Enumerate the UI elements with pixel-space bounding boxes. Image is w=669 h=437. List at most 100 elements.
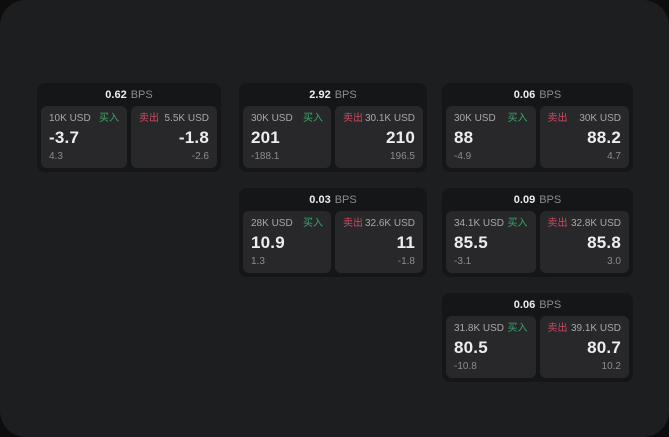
quote-card: 0.62 BPS 10K USD 买入 -3.7 4.3 卖出 5.5K USD… [37, 83, 221, 172]
sell-quote-panel[interactable]: 卖出 32.8K USD 85.8 3.0 [539, 211, 629, 273]
buy-delta: -4.9 [454, 151, 472, 162]
bps-header: 0.03 BPS [239, 188, 427, 211]
bps-unit-label: BPS [334, 88, 357, 101]
buy-price: 80.5 [454, 338, 488, 357]
sell-quote-top-row: 卖出 32.6K USD [343, 218, 415, 229]
buy-quote-top-row: 30K USD 买入 [454, 113, 528, 124]
buy-price: 10.9 [251, 233, 285, 252]
bps-unit-label: BPS [334, 193, 357, 206]
bps-value: 0.06 [513, 88, 536, 101]
sell-quote-panel[interactable]: 卖出 5.5K USD -1.8 -2.6 [131, 106, 217, 168]
sell-quote-panel[interactable]: 卖出 39.1K USD 80.7 10.2 [539, 316, 629, 378]
sell-side-label: 卖出 [139, 113, 159, 124]
sell-quote-top-row: 卖出 5.5K USD [139, 113, 209, 124]
quote-body: 34.1K USD 买入 85.5 -3.1 卖出 32.8K USD 85.8… [442, 211, 633, 273]
bps-unit-label: BPS [539, 298, 562, 311]
buy-side-label: 买入 [507, 113, 528, 124]
bps-value: 0.62 [105, 88, 127, 101]
sell-side-label: 卖出 [547, 323, 568, 334]
sell-notional-amount: 30K USD [579, 113, 621, 124]
sell-price: 85.8 [587, 233, 621, 252]
quote-card: 2.92 BPS 30K USD 买入 201 -188.1 卖出 30.1K … [239, 83, 427, 172]
bps-header: 2.92 BPS [239, 83, 427, 106]
buy-quote-panel[interactable]: 10K USD 买入 -3.7 4.3 [41, 106, 127, 168]
sell-delta: 10.2 [601, 361, 621, 372]
sell-delta: 4.7 [607, 151, 621, 162]
buy-price: 85.5 [454, 233, 488, 252]
sell-price: 88.2 [587, 128, 621, 147]
sell-price: -1.8 [178, 128, 209, 147]
bps-value: 0.06 [513, 298, 536, 311]
sell-notional-amount: 30.1K USD [364, 113, 415, 124]
sell-notional-amount: 39.1K USD [570, 323, 621, 334]
sell-price: 80.7 [587, 338, 621, 357]
bps-unit-label: BPS [130, 88, 153, 101]
sell-delta: -1.8 [397, 256, 415, 267]
buy-quote-panel[interactable]: 28K USD 买入 10.9 1.3 [243, 211, 331, 273]
sell-side-label: 卖出 [343, 218, 363, 229]
buy-price: 201 [251, 128, 280, 147]
buy-quote-panel[interactable]: 34.1K USD 买入 85.5 -3.1 [446, 211, 536, 273]
sell-side-label: 卖出 [547, 218, 568, 229]
buy-price: 88 [454, 128, 474, 147]
buy-delta: 1.3 [251, 256, 265, 267]
buy-delta: -3.1 [454, 256, 472, 267]
buy-notional-amount: 30K USD [454, 113, 496, 124]
quote-card: 0.03 BPS 28K USD 买入 10.9 1.3 卖出 32.6K US… [239, 188, 427, 277]
buy-notional-amount: 30K USD [251, 113, 293, 124]
sell-notional-amount: 32.6K USD [364, 218, 415, 229]
buy-notional-amount: 31.8K USD [454, 323, 505, 334]
sell-quote-top-row: 卖出 30K USD [548, 113, 622, 124]
sell-price: 11 [396, 233, 415, 252]
sell-delta: 3.0 [607, 256, 621, 267]
buy-notional-amount: 34.1K USD [454, 218, 505, 229]
bps-header: 0.09 BPS [442, 188, 633, 211]
sell-quote-top-row: 卖出 32.8K USD [548, 218, 622, 229]
buy-side-label: 买入 [99, 113, 119, 124]
quote-body: 28K USD 买入 10.9 1.3 卖出 32.6K USD 11 -1.8 [239, 211, 427, 273]
bps-header: 0.62 BPS [37, 83, 221, 106]
buy-quote-panel[interactable]: 30K USD 买入 201 -188.1 [243, 106, 331, 168]
buy-quote-panel[interactable]: 31.8K USD 买入 80.5 -10.8 [446, 316, 536, 378]
bps-unit-label: BPS [539, 193, 562, 206]
buy-quote-top-row: 30K USD 买入 [251, 113, 323, 124]
sell-quote-panel[interactable]: 卖出 30.1K USD 210 196.5 [335, 106, 423, 168]
quote-body: 30K USD 买入 88 -4.9 卖出 30K USD 88.2 4.7 [442, 106, 633, 168]
quote-body: 30K USD 买入 201 -188.1 卖出 30.1K USD 210 1… [239, 106, 427, 168]
buy-quote-panel[interactable]: 30K USD 买入 88 -4.9 [446, 106, 536, 168]
buy-notional-amount: 10K USD [49, 113, 91, 124]
buy-side-label: 买入 [507, 323, 528, 334]
bps-header: 0.06 BPS [442, 293, 633, 316]
sell-quote-panel[interactable]: 卖出 32.6K USD 11 -1.8 [335, 211, 423, 273]
buy-quote-top-row: 31.8K USD 买入 [454, 323, 528, 334]
sell-price: 210 [386, 128, 415, 147]
buy-quote-top-row: 34.1K USD 买入 [454, 218, 528, 229]
sell-delta: 196.5 [389, 151, 415, 162]
quote-card: 0.09 BPS 34.1K USD 买入 85.5 -3.1 卖出 32.8K… [442, 188, 633, 277]
buy-price: -3.7 [49, 128, 80, 147]
bps-value: 2.92 [309, 88, 331, 101]
sell-side-label: 卖出 [547, 113, 568, 124]
sell-delta: -2.6 [191, 151, 209, 162]
sell-quote-top-row: 卖出 30.1K USD [343, 113, 415, 124]
bps-value: 0.09 [513, 193, 536, 206]
quote-body: 10K USD 买入 -3.7 4.3 卖出 5.5K USD -1.8 -2.… [37, 106, 221, 168]
buy-side-label: 买入 [303, 113, 323, 124]
buy-quote-top-row: 28K USD 买入 [251, 218, 323, 229]
sell-notional-amount: 5.5K USD [164, 113, 209, 124]
sell-side-label: 卖出 [343, 113, 363, 124]
sell-notional-amount: 32.8K USD [570, 218, 621, 229]
buy-delta: -10.8 [454, 361, 477, 372]
buy-side-label: 买入 [303, 218, 323, 229]
buy-notional-amount: 28K USD [251, 218, 293, 229]
buy-delta: 4.3 [49, 151, 63, 162]
buy-delta: -188.1 [251, 151, 280, 162]
quote-body: 31.8K USD 买入 80.5 -10.8 卖出 39.1K USD 80.… [442, 316, 633, 378]
bps-unit-label: BPS [539, 88, 562, 101]
bps-header: 0.06 BPS [442, 83, 633, 106]
buy-quote-top-row: 10K USD 买入 [49, 113, 119, 124]
bps-value: 0.03 [309, 193, 331, 206]
quote-card: 0.06 BPS 31.8K USD 买入 80.5 -10.8 卖出 39.1… [442, 293, 633, 382]
sell-quote-panel[interactable]: 卖出 30K USD 88.2 4.7 [539, 106, 629, 168]
